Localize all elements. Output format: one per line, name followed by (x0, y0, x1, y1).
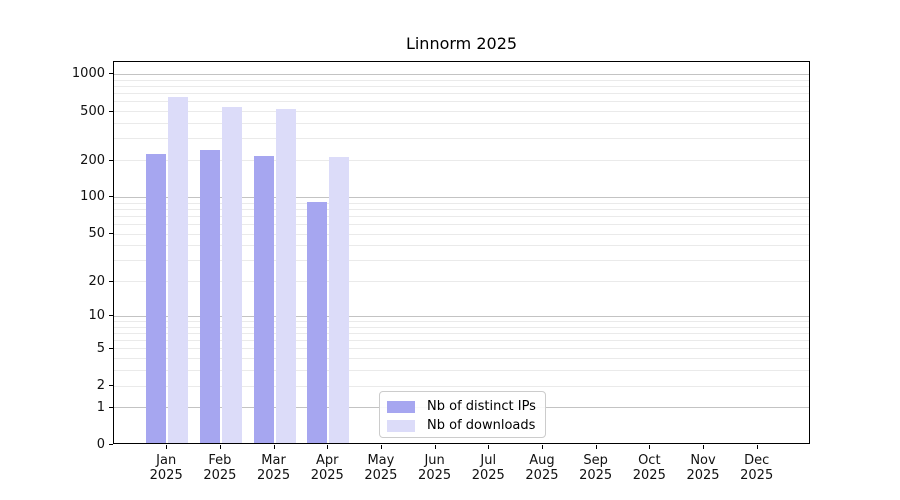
y-tick-mark (109, 315, 113, 317)
y-tick-mark (109, 233, 113, 235)
gridline (114, 340, 809, 342)
gridline (114, 348, 809, 350)
gridline (114, 321, 809, 322)
y-tick-mark (109, 159, 113, 161)
legend-item-distinct-ips: Nb of distinct IPs (387, 397, 545, 416)
gridline (114, 281, 809, 283)
x-tick-label-jul: Jul 2025 (471, 453, 505, 483)
bar-jan-ips (146, 153, 167, 443)
bar-mar-downloads (275, 108, 296, 443)
x-tick-label-may: May 2025 (364, 453, 398, 483)
x-tick-mark (273, 445, 275, 449)
gridline (114, 233, 809, 235)
gridline (114, 358, 809, 360)
gridline (114, 73, 809, 75)
y-tick-label: 1000 (71, 66, 105, 82)
y-tick-label: 5 (96, 340, 105, 356)
gridline (114, 93, 809, 95)
gridline (114, 385, 809, 387)
gridline (114, 79, 809, 81)
y-tick-label: 0 (96, 437, 105, 452)
gridline (114, 85, 809, 87)
y-tick-mark (109, 444, 113, 445)
y-tick-mark (109, 347, 113, 349)
y-tick-label: 50 (88, 226, 105, 242)
y-tick-mark (109, 406, 113, 408)
gridline (114, 326, 809, 328)
legend-label-distinct-ips: Nb of distinct IPs (427, 399, 536, 414)
x-tick-mark (380, 445, 382, 449)
legend-swatch-distinct-ips (387, 400, 415, 413)
legend-label-downloads: Nb of downloads (427, 418, 536, 433)
gridline (114, 245, 809, 247)
y-tick-mark (109, 196, 113, 198)
gridline (114, 224, 809, 225)
gridline (114, 315, 809, 317)
gridline (114, 370, 809, 372)
x-tick-label-oct: Oct 2025 (632, 453, 666, 483)
x-tick-mark (649, 445, 651, 449)
x-tick-label-dec: Dec 2025 (740, 453, 774, 483)
bar-mar-ips (253, 156, 274, 443)
y-tick-label: 10 (88, 308, 105, 324)
y-tick-label: 200 (80, 152, 105, 168)
y-tick-label: 500 (80, 103, 105, 119)
y-tick-label: 2 (96, 378, 105, 394)
x-tick-label-nov: Nov 2025 (686, 453, 720, 483)
legend-item-downloads: Nb of downloads (387, 416, 545, 435)
y-tick-label: 100 (80, 189, 105, 205)
legend: Nb of distinct IPs Nb of downloads (379, 391, 546, 438)
chart-title: Linnorm 2025 (405, 34, 518, 53)
bar-apr-ips (307, 202, 328, 443)
gridline (114, 123, 809, 124)
gridline (114, 260, 809, 262)
x-tick-label-feb: Feb 2025 (203, 453, 237, 483)
y-tick-mark (109, 73, 113, 75)
x-tick-mark (488, 445, 490, 449)
x-tick-mark (219, 445, 221, 449)
x-tick-mark (756, 445, 758, 449)
x-tick-mark (703, 445, 704, 449)
gridline (114, 101, 809, 103)
x-tick-label-jan: Jan 2025 (149, 453, 183, 483)
y-tick-mark (109, 110, 113, 112)
y-tick-mark (109, 280, 113, 282)
gridline (114, 215, 809, 217)
gridline (114, 138, 809, 140)
x-tick-label-sep: Sep 2025 (579, 453, 613, 483)
gridline (114, 202, 809, 204)
x-tick-mark (166, 445, 168, 449)
plot-area (113, 61, 810, 444)
bar-apr-downloads (329, 157, 350, 443)
gridline (114, 332, 809, 334)
y-tick-label: 1 (96, 399, 105, 415)
gridline (114, 208, 809, 210)
x-tick-mark (595, 445, 597, 449)
y-tick-mark (109, 385, 113, 387)
gridline (114, 196, 809, 198)
gridline (114, 160, 809, 162)
x-tick-label-jun: Jun 2025 (418, 453, 452, 483)
bar-jan-downloads (168, 97, 189, 443)
gridline (114, 111, 809, 113)
x-tick-mark (434, 445, 436, 449)
bar-feb-downloads (221, 106, 242, 443)
legend-swatch-downloads (387, 419, 415, 432)
x-tick-label-mar: Mar 2025 (257, 453, 291, 483)
bar-feb-ips (199, 150, 220, 443)
x-tick-label-aug: Aug 2025 (525, 453, 559, 483)
x-tick-label-apr: Apr 2025 (310, 453, 344, 483)
y-tick-label: 20 (88, 273, 105, 289)
x-tick-mark (541, 445, 543, 449)
x-tick-mark (327, 445, 329, 449)
